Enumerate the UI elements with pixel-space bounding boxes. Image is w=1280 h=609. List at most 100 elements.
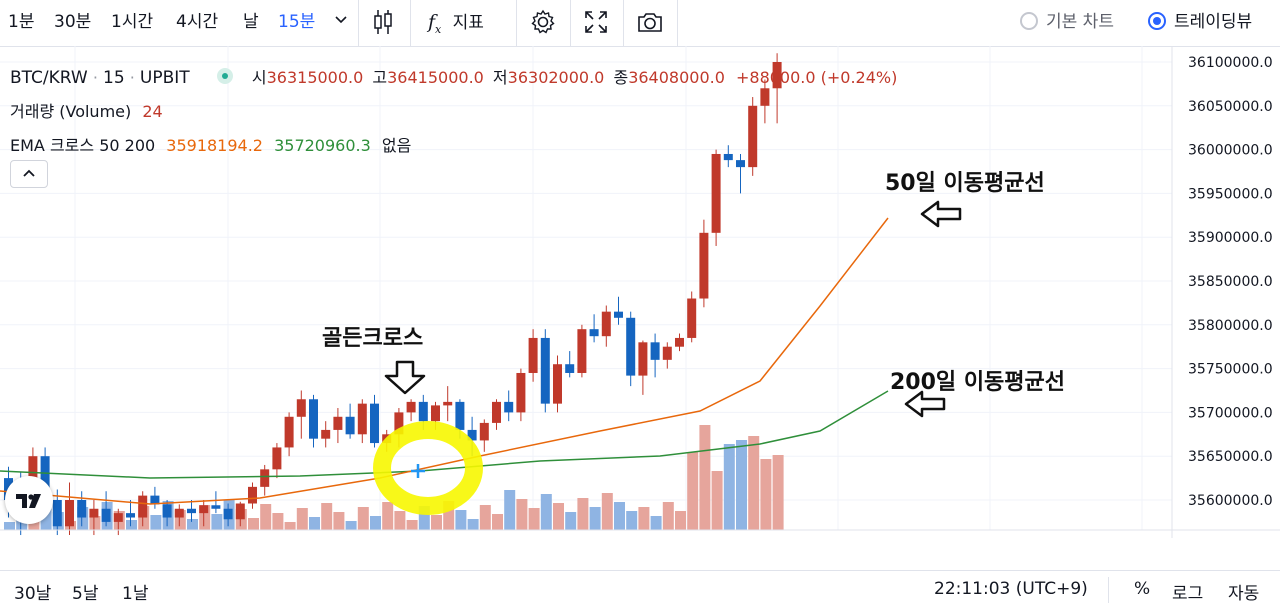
candle-body	[357, 403, 367, 435]
tradingview-radio[interactable]	[1148, 12, 1166, 30]
indicators-button[interactable]: fx 지표	[428, 0, 484, 46]
interval-4h[interactable]: 4시간	[176, 12, 219, 32]
candle-body	[614, 311, 623, 318]
volume-bar	[333, 512, 345, 530]
symbol-legend: BTC/KRW · 15 · UPBIT 시36315000.0 고364150…	[10, 68, 898, 88]
interval-15m[interactable]: 15분	[278, 12, 316, 32]
range-5d[interactable]: 5날	[72, 584, 99, 604]
candle-body	[601, 311, 611, 337]
legend-collapse-button[interactable]	[10, 160, 48, 188]
price-tick-label: 35800000.0	[1188, 318, 1273, 334]
ma200-pointer-arrow	[904, 390, 946, 418]
candle-body	[40, 456, 50, 500]
candle-body	[760, 88, 770, 106]
camera-icon[interactable]	[636, 0, 664, 46]
tradingview-label[interactable]: 트레이딩뷰	[1174, 12, 1253, 32]
candle-body	[418, 401, 428, 422]
chart-area[interactable]: 36100000.0 36050000.0 36000000.0 35950000.0…	[0, 46, 1280, 560]
volume-bar	[577, 498, 589, 530]
price-tick-label: 35900000.0	[1188, 230, 1273, 246]
close-label: 종	[613, 68, 629, 87]
crosshair-icon	[411, 464, 425, 478]
volume-bar	[748, 436, 760, 530]
candle-body	[492, 401, 501, 423]
candle-body	[126, 513, 135, 518]
candle-body	[113, 513, 123, 522]
ma50-pointer-arrow	[920, 200, 962, 228]
candle-body	[711, 153, 721, 233]
candle-body	[138, 495, 148, 518]
volume-bar	[284, 522, 296, 530]
candle-body	[321, 429, 331, 439]
volume-bar	[736, 440, 747, 530]
interval-1h[interactable]: 1시간	[111, 12, 154, 32]
volume-bar	[675, 511, 686, 530]
volume-bar	[565, 512, 577, 530]
volume-bar	[394, 511, 406, 530]
ema-label[interactable]: EMA 크로스 50 200	[10, 136, 156, 155]
interval-30m[interactable]: 30분	[54, 12, 92, 32]
volume-label[interactable]: 거래량 (Volume)	[10, 102, 132, 121]
auto-toggle[interactable]: 자동	[1228, 584, 1260, 604]
volume-bar	[28, 517, 40, 530]
basic-chart-label[interactable]: 기본 차트	[1046, 12, 1114, 32]
candle-body	[406, 401, 416, 413]
volume-bar	[687, 452, 699, 530]
chevron-up-icon	[23, 169, 35, 177]
clock-timezone[interactable]: 22:11:03 (UTC+9)	[934, 579, 1088, 599]
candle-style-icon[interactable]	[372, 0, 394, 46]
volume-bar	[772, 455, 784, 530]
candle-body	[565, 364, 575, 373]
low-label: 저	[492, 68, 508, 87]
volume-bar	[138, 506, 150, 530]
candle-body	[150, 495, 160, 505]
volume-bar	[4, 522, 15, 530]
candle-body	[345, 416, 355, 435]
volume-bar	[77, 507, 89, 530]
settings-gear-icon[interactable]	[529, 0, 557, 46]
candle-body	[626, 317, 636, 376]
price-tick-label: 35950000.0	[1188, 186, 1273, 202]
volume-bar	[382, 502, 394, 530]
price-tick-label: 35700000.0	[1188, 405, 1273, 421]
candle-body	[479, 422, 489, 441]
volume-bar	[321, 503, 333, 530]
volume-bar	[516, 499, 528, 530]
symbol-interval: 15	[103, 68, 125, 88]
volume-bar	[89, 516, 101, 530]
tradingview-logo[interactable]	[5, 476, 53, 524]
candle-body	[284, 416, 294, 448]
fullscreen-icon[interactable]	[583, 0, 609, 46]
price-tick-label: 36100000.0	[1188, 55, 1273, 71]
candle-body	[309, 399, 318, 439]
candle-body	[394, 412, 404, 435]
basic-chart-radio[interactable]	[1020, 12, 1038, 30]
bottom-bar: 30날 5날 1날 22:11:03 (UTC+9) % 로그 자동	[0, 570, 1280, 609]
volume-bar	[174, 510, 186, 530]
volume-bar	[431, 515, 442, 530]
market-status-icon	[216, 68, 233, 84]
range-1d[interactable]: 1날	[122, 584, 149, 604]
candle-body	[516, 372, 526, 413]
symbol-name[interactable]: BTC/KRW	[10, 68, 88, 88]
ma200-annotation: 200일 이동평균선	[890, 370, 1066, 395]
candle-body	[187, 508, 196, 514]
volume-bar	[260, 504, 272, 530]
volume-legend: 거래량 (Volume) 24	[10, 98, 163, 122]
price-tick-label: 36000000.0	[1188, 143, 1273, 159]
range-30d[interactable]: 30날	[14, 584, 52, 604]
volume-bar	[614, 502, 625, 530]
price-chart[interactable]: 36100000.0 36050000.0 36000000.0 35950000.0…	[0, 46, 1280, 560]
candle-body	[333, 416, 343, 430]
volume-bar	[760, 459, 772, 530]
high-label: 고	[372, 68, 388, 87]
candle-body	[431, 405, 440, 422]
log-toggle[interactable]: 로그	[1172, 584, 1204, 604]
volume-bar	[211, 514, 223, 530]
candle-body	[52, 500, 62, 527]
interval-day[interactable]: 날	[243, 12, 259, 32]
percent-toggle[interactable]: %	[1134, 579, 1151, 599]
interval-1m[interactable]: 1분	[8, 12, 35, 32]
interval-dropdown-chevron-icon[interactable]	[334, 0, 348, 46]
volume-bar	[723, 444, 735, 530]
